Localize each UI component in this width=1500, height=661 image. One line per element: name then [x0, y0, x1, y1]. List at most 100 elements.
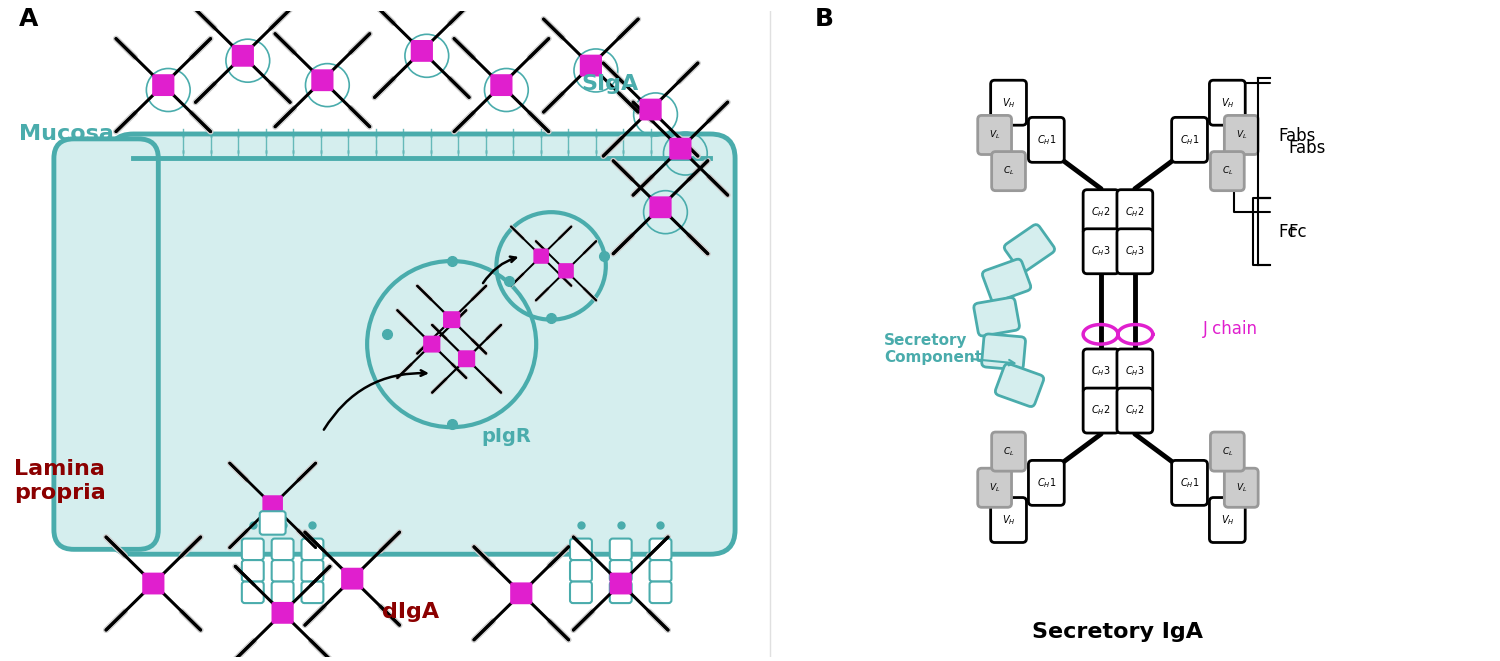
Text: Lamina
propria: Lamina propria	[13, 459, 106, 502]
FancyBboxPatch shape	[1210, 151, 1243, 190]
Text: $V_H$: $V_H$	[1002, 513, 1016, 527]
Text: Fabs: Fabs	[1288, 139, 1326, 157]
FancyBboxPatch shape	[992, 432, 1026, 471]
Text: Fc: Fc	[1288, 223, 1306, 241]
FancyBboxPatch shape	[262, 495, 284, 516]
FancyBboxPatch shape	[978, 468, 1011, 507]
FancyBboxPatch shape	[1083, 190, 1119, 235]
FancyBboxPatch shape	[1209, 498, 1245, 543]
FancyBboxPatch shape	[423, 336, 441, 352]
FancyBboxPatch shape	[558, 263, 574, 278]
Text: $C_L$: $C_L$	[1004, 165, 1014, 177]
FancyBboxPatch shape	[974, 297, 1020, 336]
FancyBboxPatch shape	[340, 568, 363, 590]
FancyBboxPatch shape	[231, 45, 254, 67]
FancyBboxPatch shape	[142, 572, 165, 594]
FancyBboxPatch shape	[411, 40, 434, 62]
FancyBboxPatch shape	[260, 511, 285, 535]
FancyBboxPatch shape	[1210, 432, 1243, 471]
FancyBboxPatch shape	[610, 539, 632, 560]
FancyBboxPatch shape	[981, 334, 1026, 370]
FancyBboxPatch shape	[650, 196, 672, 218]
Circle shape	[368, 261, 536, 427]
Text: $V_L$: $V_L$	[988, 481, 1000, 494]
FancyBboxPatch shape	[978, 116, 1011, 155]
Text: $V_H$: $V_H$	[1221, 96, 1234, 110]
Text: $C_H$2: $C_H$2	[1125, 404, 1144, 418]
Text: dIgA: dIgA	[382, 602, 439, 622]
Text: $C_H$3: $C_H$3	[1125, 245, 1144, 258]
FancyBboxPatch shape	[534, 249, 549, 264]
FancyBboxPatch shape	[442, 311, 460, 328]
Text: B: B	[815, 7, 834, 32]
FancyBboxPatch shape	[996, 364, 1044, 407]
FancyBboxPatch shape	[272, 539, 294, 560]
FancyBboxPatch shape	[609, 572, 631, 594]
Text: J chain: J chain	[1203, 321, 1257, 338]
FancyBboxPatch shape	[570, 539, 592, 560]
FancyBboxPatch shape	[1083, 229, 1119, 274]
Text: SIgA: SIgA	[580, 74, 638, 94]
FancyBboxPatch shape	[152, 74, 174, 96]
FancyBboxPatch shape	[1118, 349, 1152, 394]
FancyBboxPatch shape	[1118, 229, 1152, 274]
Text: $C_H$3: $C_H$3	[1125, 365, 1144, 378]
Text: $C_H$3: $C_H$3	[1090, 245, 1112, 258]
FancyBboxPatch shape	[610, 582, 632, 603]
FancyBboxPatch shape	[639, 98, 662, 120]
FancyBboxPatch shape	[1083, 349, 1119, 394]
Text: $V_L$: $V_L$	[1236, 481, 1246, 494]
FancyBboxPatch shape	[650, 539, 672, 560]
FancyBboxPatch shape	[1118, 388, 1152, 433]
FancyBboxPatch shape	[570, 582, 592, 603]
Text: $C_H$2: $C_H$2	[1092, 206, 1112, 219]
FancyBboxPatch shape	[1029, 461, 1063, 506]
Text: $C_H$1: $C_H$1	[1180, 476, 1200, 490]
FancyBboxPatch shape	[1172, 461, 1208, 506]
Text: A: A	[20, 7, 39, 32]
Text: $V_L$: $V_L$	[1236, 129, 1246, 141]
FancyBboxPatch shape	[54, 139, 159, 549]
FancyBboxPatch shape	[272, 560, 294, 582]
FancyBboxPatch shape	[242, 539, 264, 560]
FancyBboxPatch shape	[1005, 225, 1054, 272]
FancyBboxPatch shape	[1118, 190, 1152, 235]
Circle shape	[496, 212, 606, 320]
Text: $C_L$: $C_L$	[1004, 446, 1014, 458]
FancyBboxPatch shape	[1209, 80, 1245, 125]
FancyBboxPatch shape	[302, 582, 324, 603]
FancyBboxPatch shape	[1172, 118, 1208, 163]
FancyBboxPatch shape	[610, 560, 632, 582]
Text: Fabs: Fabs	[1278, 127, 1316, 145]
Text: $C_L$: $C_L$	[1221, 446, 1233, 458]
FancyBboxPatch shape	[272, 602, 294, 624]
FancyBboxPatch shape	[490, 74, 513, 96]
Text: $V_L$: $V_L$	[988, 129, 1000, 141]
FancyBboxPatch shape	[302, 560, 324, 582]
Text: $V_H$: $V_H$	[1221, 513, 1234, 527]
Text: pIgR: pIgR	[482, 427, 531, 446]
FancyBboxPatch shape	[1029, 118, 1063, 163]
Text: Secretory IgA: Secretory IgA	[1032, 623, 1203, 642]
Text: $C_H$1: $C_H$1	[1036, 476, 1056, 490]
Text: $C_H$2: $C_H$2	[1125, 206, 1144, 219]
FancyBboxPatch shape	[242, 582, 264, 603]
FancyBboxPatch shape	[272, 582, 294, 603]
Text: Fc: Fc	[1278, 223, 1296, 241]
FancyBboxPatch shape	[650, 560, 672, 582]
FancyBboxPatch shape	[108, 134, 735, 554]
FancyBboxPatch shape	[242, 560, 264, 582]
FancyBboxPatch shape	[982, 259, 1030, 302]
FancyBboxPatch shape	[990, 498, 1026, 543]
FancyBboxPatch shape	[312, 69, 333, 91]
FancyBboxPatch shape	[990, 80, 1026, 125]
FancyBboxPatch shape	[669, 137, 692, 159]
Text: $V_H$: $V_H$	[1002, 96, 1016, 110]
FancyBboxPatch shape	[1224, 468, 1258, 507]
FancyBboxPatch shape	[302, 539, 324, 560]
FancyBboxPatch shape	[1224, 116, 1258, 155]
FancyBboxPatch shape	[1083, 388, 1119, 433]
Text: $C_H$1: $C_H$1	[1180, 133, 1200, 147]
Text: $C_H$3: $C_H$3	[1090, 365, 1112, 378]
FancyBboxPatch shape	[650, 582, 672, 603]
